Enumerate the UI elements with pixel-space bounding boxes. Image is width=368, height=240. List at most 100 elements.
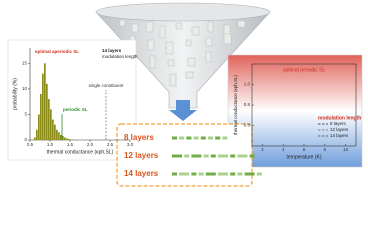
block	[149, 55, 156, 69]
block	[119, 19, 126, 27]
x-tick-label: 1.5	[67, 142, 74, 147]
x-tick-label: 4	[282, 147, 285, 152]
layer-segment	[179, 172, 190, 176]
layer-segment	[230, 172, 236, 176]
layer-segment	[218, 172, 228, 176]
x-tick-label: 0.5	[27, 142, 34, 147]
layer-segment	[203, 154, 209, 158]
layer-segment	[198, 172, 204, 176]
layer-segment	[215, 136, 221, 140]
y-tick-label: 10	[22, 86, 28, 91]
layer-segment	[249, 154, 255, 158]
annotation: modulation length	[102, 54, 138, 59]
layer-segment	[244, 172, 255, 176]
layer-segment	[186, 136, 192, 140]
x-tick-label: 8	[324, 147, 327, 152]
x-axis-label: thermal conductance (κph,SL)	[47, 149, 114, 155]
y-tick-label: 0	[24, 137, 27, 142]
block	[167, 59, 175, 67]
bar	[50, 109, 52, 140]
y-axis-label: thermal conductance (κph,SL)	[233, 74, 238, 135]
bar	[70, 139, 72, 140]
bar	[44, 63, 46, 141]
down-arrow	[169, 100, 197, 121]
block	[165, 41, 174, 55]
bar	[54, 124, 56, 140]
layer-segment	[237, 172, 243, 176]
reference-label: single constituent	[89, 83, 125, 88]
legend-label: 8 layers	[330, 121, 347, 126]
bar	[48, 99, 50, 140]
x-tick-label: 6	[303, 147, 306, 152]
bar	[52, 119, 54, 140]
x-axis-label: temperature (K)	[286, 154, 321, 160]
legend-title: modulation length	[318, 115, 361, 121]
layer-label: 8 layers	[124, 133, 154, 142]
block	[185, 39, 192, 47]
block	[205, 37, 213, 47]
layer-segment	[210, 154, 216, 158]
x-tick-label: 2.0	[87, 142, 94, 147]
layer-segment	[222, 136, 228, 140]
line-chart: 2 4 6 8 10 0.6 0.8 1.0 temperature (K) thermal co…	[233, 63, 361, 160]
bar	[58, 132, 60, 140]
x-tick-label: 2	[261, 147, 264, 152]
layer-segment	[230, 154, 236, 158]
annotation: optimal periodic SL	[283, 67, 326, 73]
block	[205, 51, 212, 63]
layer-segment	[205, 172, 216, 176]
y-tick-label: 0.6	[244, 123, 251, 128]
y-tick-label: 1.0	[244, 82, 251, 87]
block	[207, 21, 214, 33]
layer-segment	[200, 136, 206, 140]
bar	[34, 137, 36, 140]
layer-segment	[191, 154, 202, 158]
bar	[60, 134, 62, 140]
block	[223, 33, 232, 45]
bar	[72, 139, 74, 140]
bar	[62, 135, 64, 140]
annotation: 14 layers	[102, 48, 122, 53]
bar	[64, 137, 66, 140]
block	[147, 39, 155, 51]
legend-label: 12 layers	[330, 127, 349, 132]
layer-segment	[172, 172, 177, 176]
bar	[36, 129, 38, 140]
block	[175, 22, 183, 30]
histogram: 0.5 1.0 1.5 2.0 2.5 3.0 0 5 10 15 thermal conducta…	[12, 48, 138, 155]
x-tick-label: 1.0	[47, 142, 54, 147]
layer-segment	[237, 154, 248, 158]
block	[185, 71, 194, 79]
y-tick-label: 5	[24, 112, 27, 117]
layers-list: 8 layers 12 layers 14 layers	[124, 133, 262, 178]
block	[131, 23, 139, 33]
bar	[56, 129, 58, 140]
bar	[66, 138, 68, 140]
y-axis-label: probability (%)	[12, 78, 18, 110]
layer-segment	[218, 154, 228, 158]
marker-label: periodic SL	[63, 107, 88, 112]
bar	[40, 94, 42, 140]
bar	[42, 73, 44, 140]
layer-segment	[184, 154, 190, 158]
layer-segment	[179, 136, 185, 140]
layer-segment	[256, 172, 262, 176]
graphical-abstract: 0.5 1.0 1.5 2.0 2.5 3.0 0 5 10 15 thermal conducta…	[7, 2, 363, 187]
layer-segment	[191, 172, 197, 176]
x-tick-label: 2.5	[107, 142, 114, 147]
layer-segment	[208, 136, 213, 140]
layer-label: 14 layers	[124, 169, 159, 178]
x-tick-label: 10	[343, 147, 349, 152]
block	[145, 21, 154, 33]
layer-label: 12 layers	[124, 151, 159, 160]
block	[191, 26, 200, 36]
block	[169, 73, 177, 87]
bar	[38, 114, 40, 140]
bar	[46, 83, 48, 140]
block	[237, 20, 246, 28]
block	[159, 25, 166, 39]
layer-segment	[172, 136, 177, 140]
y-tick-label: 15	[22, 61, 28, 66]
annotation: optimal aperiodic SL	[35, 49, 80, 54]
funnel-blocks	[119, 19, 246, 87]
